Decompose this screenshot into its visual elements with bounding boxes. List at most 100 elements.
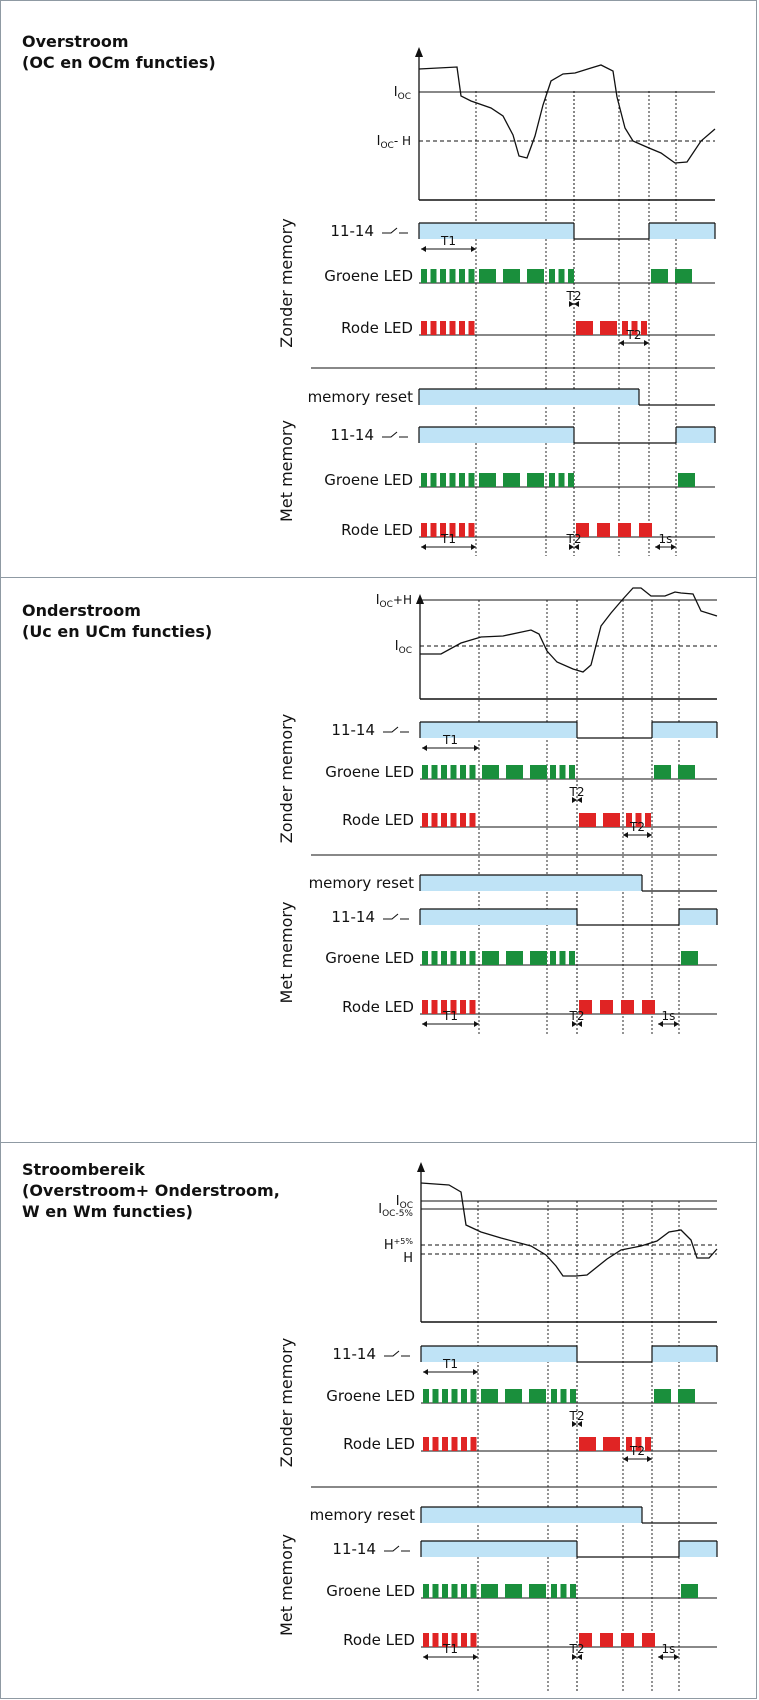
timer-arrowhead [623,832,628,838]
green-led-pulse [681,1584,698,1598]
green-led-pulse [551,1389,557,1403]
red-led-pulse [461,1437,467,1451]
green-led-pulse [560,1584,567,1598]
green-led-pulse [560,1389,567,1403]
green-led-pulse [530,951,547,965]
signal-label: 11-14 [332,1345,376,1363]
timing-diagram: IOC IOC- H 11-14 T1 Groene LED T2 Rode LED T2 me… [277,47,716,556]
green-led-pulse [481,1389,498,1403]
red-led-pulse [639,523,652,537]
timer-arrowhead [572,1421,577,1427]
red-led-pulse [430,321,437,335]
timer-arrowhead [577,1421,582,1427]
red-led-pulse [635,813,642,827]
signal-label: memory reset [310,1506,416,1524]
red-led-pulse [603,1437,620,1451]
green-led-pulse [440,269,446,283]
timer-arrowhead [574,544,579,550]
timer-arrowhead [423,1654,428,1660]
green-led-pulse [469,765,476,779]
green-led-pulse [505,1584,522,1598]
red-led-pulse [432,1633,439,1647]
contact-switch-icon [384,1350,410,1357]
green-led-pulse [460,951,466,965]
green-led-pulse [431,951,438,965]
green-led-pulse [481,1584,498,1598]
green-led-pulse [558,473,565,487]
green-led-pulse [449,269,456,283]
green-led-pulse [450,951,457,965]
green-led-pulse [530,765,547,779]
green-led-pulse [506,765,523,779]
red-led-pulse [461,1633,467,1647]
signal-label: Groene LED [325,949,414,967]
timer-arrowhead [619,340,624,346]
panel-stroombereik: Stroombereik (Overstroom+ Onderstroom, W… [0,1142,757,1699]
relay-on-bar [420,909,577,925]
red-led-pulse [645,813,651,827]
signal-label: memory reset [309,874,415,892]
group-label: Zonder memory [277,218,296,347]
green-led-pulse [451,1584,458,1598]
timer-label: 1s [659,532,673,546]
timer-arrowhead [572,1654,577,1660]
green-led-pulse [559,765,566,779]
green-led-pulse [550,765,556,779]
timer-arrowhead [647,1456,652,1462]
panel-title: Overstroom (OC en OCm functies) [22,31,216,73]
red-led-pulse [441,1000,447,1014]
y-axis-arrowhead [415,47,423,57]
signal-label: Rode LED [342,998,414,1016]
timer-arrowhead [471,246,476,252]
y-axis-arrowhead [417,1162,425,1172]
relay-on-bar [652,722,717,738]
relay-on-bar [649,223,715,239]
green-led-pulse [469,951,476,965]
red-led-pulse [421,523,427,537]
timer-arrowhead [674,1021,679,1027]
timer-arrowhead [569,544,574,550]
green-led-pulse [442,1389,448,1403]
green-led-pulse [459,269,465,283]
green-led-pulse [442,1584,448,1598]
green-led-pulse [461,1389,467,1403]
timer-arrowhead [671,544,676,550]
red-led-pulse [621,1633,634,1647]
relay-on-bar [419,223,574,239]
signal-label: 11-14 [331,908,375,926]
relay-on-bar [421,1507,642,1523]
red-led-pulse [642,1633,655,1647]
timer-arrowhead [644,340,649,346]
green-led-pulse [558,269,565,283]
group-label: Met memory [277,420,296,522]
signal-label: memory reset [308,388,414,406]
green-led-pulse [559,951,566,965]
green-led-pulse [430,473,437,487]
timer-label: T1 [442,1642,458,1656]
green-led-pulse [570,1584,576,1598]
timer-arrowhead [569,301,574,307]
red-led-pulse [622,321,628,335]
signal-label: 11-14 [330,426,374,444]
panel-onderstroom: Onderstroom (Uc en UCm functies) IOC+H IO… [0,577,757,1143]
red-led-pulse [468,523,475,537]
timer-label: 1s [662,1642,676,1656]
green-led-pulse [568,269,574,283]
timer-label: T1 [440,532,456,546]
level-label: H+5% [384,1237,414,1253]
red-led-pulse [451,1633,458,1647]
timer-arrowhead [474,1021,479,1027]
green-led-pulse [421,473,427,487]
red-led-pulse [459,523,465,537]
green-led-pulse [527,473,544,487]
red-led-pulse [460,813,466,827]
red-led-pulse [618,523,631,537]
green-led-pulse [527,269,544,283]
red-led-pulse [600,321,617,335]
green-led-pulse [468,269,475,283]
red-led-pulse [459,321,465,335]
relay-on-bar [679,909,717,925]
red-led-pulse [576,321,593,335]
group-label: Zonder memory [277,1338,296,1467]
timer-arrowhead [423,1369,428,1375]
